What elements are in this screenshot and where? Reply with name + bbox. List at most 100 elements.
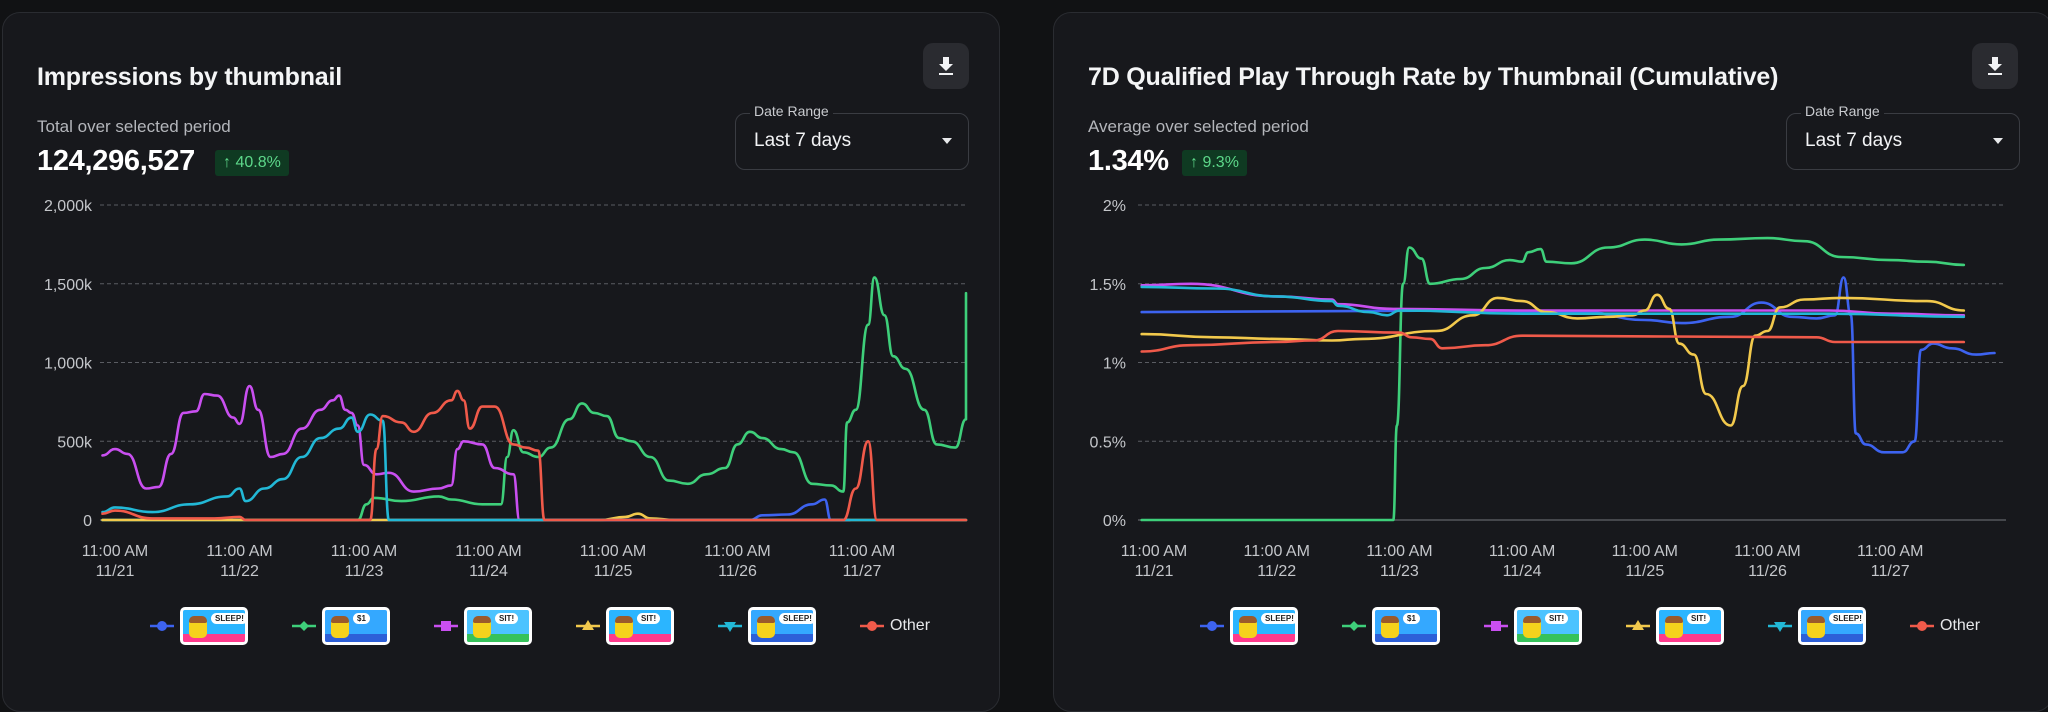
character-head bbox=[757, 618, 775, 638]
y-tick-label: 0.5% bbox=[1090, 434, 1126, 451]
y-tick-label: 1.5% bbox=[1090, 277, 1126, 294]
x-tick-label: 11/27 bbox=[1871, 563, 1910, 580]
legend-item[interactable]: SIT! bbox=[1626, 607, 1724, 645]
legend-marker-diamond-icon bbox=[1342, 621, 1366, 631]
legend-marker-triangle-down-icon bbox=[718, 622, 742, 632]
series-line-thumbnail-5 bbox=[101, 413, 968, 522]
legend-item[interactable]: SIT! bbox=[1484, 607, 1582, 645]
character-head bbox=[1239, 618, 1257, 638]
impressions-panel: Impressions by thumbnail Total over sele… bbox=[2, 12, 1000, 712]
legend-marker-square-icon bbox=[1484, 621, 1508, 631]
speech-bubble: SIT! bbox=[637, 613, 661, 624]
character-hair bbox=[1665, 616, 1683, 623]
thumbnail-image: $1 bbox=[322, 607, 390, 645]
thumbnail-ground bbox=[1233, 634, 1295, 642]
thumbnail-ground bbox=[1517, 634, 1579, 642]
x-tick-label: 11:00 AM bbox=[82, 543, 148, 560]
y-tick-label: 500k bbox=[57, 434, 93, 451]
legend-marker-triangle-down-icon bbox=[1768, 622, 1792, 632]
change-badge: ↑ 9.3% bbox=[1182, 150, 1247, 176]
character-hair bbox=[757, 616, 775, 623]
y-tick-label: 1,500k bbox=[44, 277, 93, 294]
thumbnail-image: SLEEP! bbox=[1798, 607, 1866, 645]
speech-bubble: SIT! bbox=[1687, 613, 1711, 624]
series-line-thumbnail-1 bbox=[1140, 276, 1996, 454]
legend-item[interactable]: Other bbox=[1910, 617, 1980, 635]
period-label: Average over selected period bbox=[1088, 117, 1309, 136]
y-tick-label: 2,000k bbox=[44, 198, 93, 215]
download-button[interactable] bbox=[923, 43, 969, 89]
legend-marker-circle-icon bbox=[1910, 621, 1934, 631]
thumbnail-image: $1 bbox=[1372, 607, 1440, 645]
date-range-select[interactable]: Date Range Last 7 days bbox=[1786, 103, 2020, 170]
x-tick-label: 11:00 AM bbox=[704, 543, 770, 560]
date-range-select[interactable]: Date Range Last 7 days bbox=[735, 103, 969, 170]
thumbnail-ground bbox=[183, 634, 245, 642]
character-hair bbox=[1807, 616, 1825, 623]
series-line-thumbnail-1 bbox=[101, 498, 851, 522]
date-range-label: Date Range bbox=[1801, 103, 1884, 119]
panel-title: Impressions by thumbnail bbox=[37, 63, 342, 91]
legend-item[interactable]: SLEEP! bbox=[150, 607, 248, 645]
legend-item[interactable]: SIT! bbox=[576, 607, 674, 645]
legend-item[interactable]: SLEEP! bbox=[1200, 607, 1298, 645]
x-tick-label: 11:00 AM bbox=[1366, 543, 1432, 560]
legend-item[interactable]: $1 bbox=[1342, 607, 1440, 645]
download-button[interactable] bbox=[1972, 43, 2018, 89]
character-hair bbox=[189, 616, 207, 623]
y-tick-label: 2% bbox=[1103, 198, 1126, 215]
x-tick-label: 11:00 AM bbox=[1243, 543, 1309, 560]
thumbnail-ground bbox=[1801, 634, 1863, 642]
speech-bubble: $1 bbox=[1403, 613, 1420, 624]
thumbnail-image: SIT! bbox=[606, 607, 674, 645]
download-icon bbox=[939, 57, 953, 75]
x-tick-label: 11/25 bbox=[594, 563, 633, 580]
series-line-thumbnail-3 bbox=[101, 384, 851, 522]
caret-down-icon bbox=[942, 138, 952, 144]
series-line-thumbnail-2 bbox=[1140, 236, 1966, 522]
character-head bbox=[331, 618, 349, 638]
legend-item[interactable]: Other bbox=[860, 617, 930, 635]
speech-bubble: $1 bbox=[353, 613, 370, 624]
period-label: Total over selected period bbox=[37, 117, 231, 136]
x-tick-label: 11/24 bbox=[1503, 563, 1542, 580]
series-line-thumbnail-2 bbox=[101, 276, 968, 522]
thumbnail-image: SLEEP! bbox=[748, 607, 816, 645]
speech-bubble: SLEEP! bbox=[1261, 613, 1295, 624]
thumbnail-image: SLEEP! bbox=[180, 607, 248, 645]
x-tick-label: 11/26 bbox=[718, 563, 757, 580]
x-tick-label: 11/25 bbox=[1625, 563, 1664, 580]
thumbnail-ground bbox=[609, 634, 671, 642]
thumbnail-ground bbox=[467, 634, 529, 642]
date-range-label: Date Range bbox=[750, 103, 833, 119]
x-tick-label: 11:00 AM bbox=[1121, 543, 1187, 560]
thumbnail-ground bbox=[1375, 634, 1437, 642]
series-line-other bbox=[101, 389, 968, 522]
legend-item[interactable]: $1 bbox=[292, 607, 390, 645]
character-hair bbox=[1239, 616, 1257, 623]
y-tick-label: 1% bbox=[1103, 356, 1126, 373]
character-hair bbox=[1381, 616, 1399, 623]
legend-marker-circle-icon bbox=[1200, 621, 1224, 631]
thumbnail-ground bbox=[1659, 634, 1721, 642]
legend-item[interactable]: SLEEP! bbox=[1768, 607, 1866, 645]
speech-bubble: SIT! bbox=[495, 613, 519, 624]
character-hair bbox=[1523, 616, 1541, 623]
x-tick-label: 11/23 bbox=[345, 563, 384, 580]
legend-label: Other bbox=[1940, 617, 1981, 634]
legend-item[interactable]: SLEEP! bbox=[718, 607, 816, 645]
legend-item[interactable]: SIT! bbox=[434, 607, 532, 645]
legend-marker-circle-icon bbox=[150, 621, 174, 631]
x-tick-label: 11:00 AM bbox=[331, 543, 397, 560]
thumbnail-ground bbox=[325, 634, 387, 642]
thumbnail-ground bbox=[751, 634, 813, 642]
thumbnail-image: SIT! bbox=[1514, 607, 1582, 645]
y-tick-label: 1,000k bbox=[44, 356, 93, 373]
x-tick-label: 11:00 AM bbox=[1734, 543, 1800, 560]
series-line-thumbnail-5 bbox=[1140, 285, 1966, 319]
character-hair bbox=[615, 616, 633, 623]
x-tick-label: 11:00 AM bbox=[1612, 543, 1678, 560]
legend-label: Other bbox=[890, 617, 931, 634]
x-tick-label: 11:00 AM bbox=[206, 543, 272, 560]
y-tick-label: 0% bbox=[1103, 513, 1126, 530]
